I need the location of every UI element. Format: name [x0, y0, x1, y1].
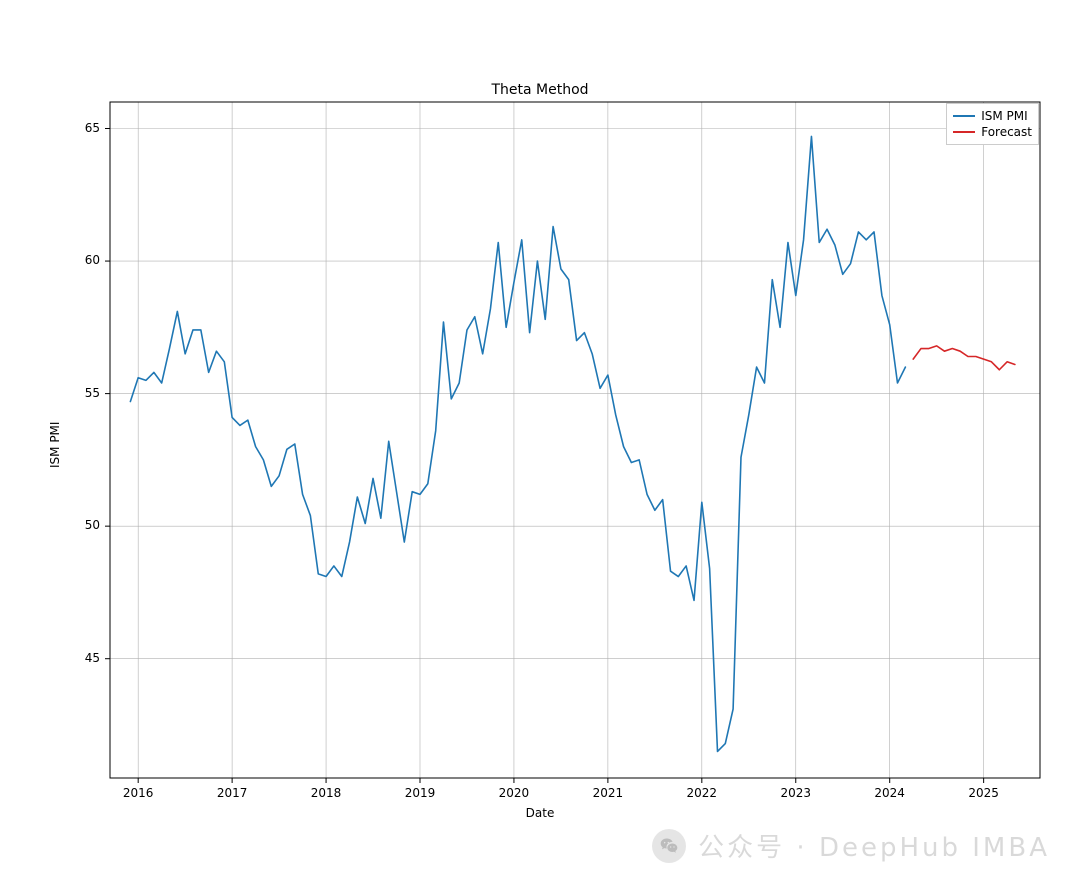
y-tick-label: 45 [85, 651, 100, 665]
legend-label: Forecast [981, 125, 1032, 139]
legend-item: ISM PMI [953, 108, 1032, 124]
series-ism-pmi [130, 136, 905, 751]
x-tick-label: 2021 [588, 786, 628, 800]
legend-item: Forecast [953, 124, 1032, 140]
y-tick-label: 60 [85, 253, 100, 267]
x-tick-label: 2022 [682, 786, 722, 800]
line-chart [0, 0, 1080, 882]
watermark: 公众号 · DeepHub IMBA [652, 827, 1050, 864]
y-tick-label: 65 [85, 121, 100, 135]
legend-swatch [953, 115, 975, 117]
legend: ISM PMI Forecast [946, 103, 1039, 145]
watermark-text: 公众号 · DeepHub IMBA [698, 827, 1050, 864]
x-tick-label: 2020 [494, 786, 534, 800]
x-tick-label: 2023 [776, 786, 816, 800]
y-tick-label: 55 [85, 386, 100, 400]
wechat-icon [652, 829, 686, 863]
chart-container: Theta Method ISM PMI Date 20162017201820… [0, 0, 1080, 882]
y-axis-label: ISM PMI [48, 422, 62, 468]
x-tick-label: 2018 [306, 786, 346, 800]
x-axis-label: Date [0, 806, 1080, 820]
x-tick-label: 2019 [400, 786, 440, 800]
x-tick-label: 2017 [212, 786, 252, 800]
legend-label: ISM PMI [981, 109, 1027, 123]
x-tick-label: 2024 [870, 786, 910, 800]
x-tick-label: 2016 [118, 786, 158, 800]
series-forecast [913, 346, 1015, 370]
x-tick-label: 2025 [964, 786, 1004, 800]
legend-swatch [953, 131, 975, 133]
y-tick-label: 50 [85, 518, 100, 532]
